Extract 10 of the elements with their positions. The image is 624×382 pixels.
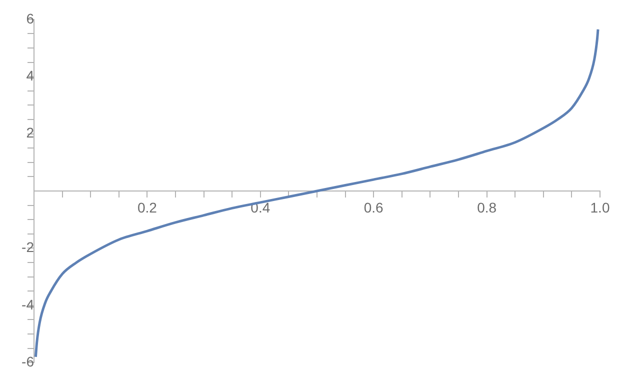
y-tick-label: -4 xyxy=(22,296,34,312)
y-tick-label: 6 xyxy=(26,10,34,26)
x-tick-label: 0.8 xyxy=(477,199,497,216)
x-tick-label: 1.0 xyxy=(590,199,610,216)
x-tick-label: 0.2 xyxy=(137,199,158,216)
x-tick-label: 0.6 xyxy=(364,199,384,216)
y-tick-label: 4 xyxy=(26,67,34,84)
y-tick-label: -2 xyxy=(22,239,34,256)
y-tick-label: 2 xyxy=(26,124,34,141)
y-tick-label: -6 xyxy=(22,353,34,370)
